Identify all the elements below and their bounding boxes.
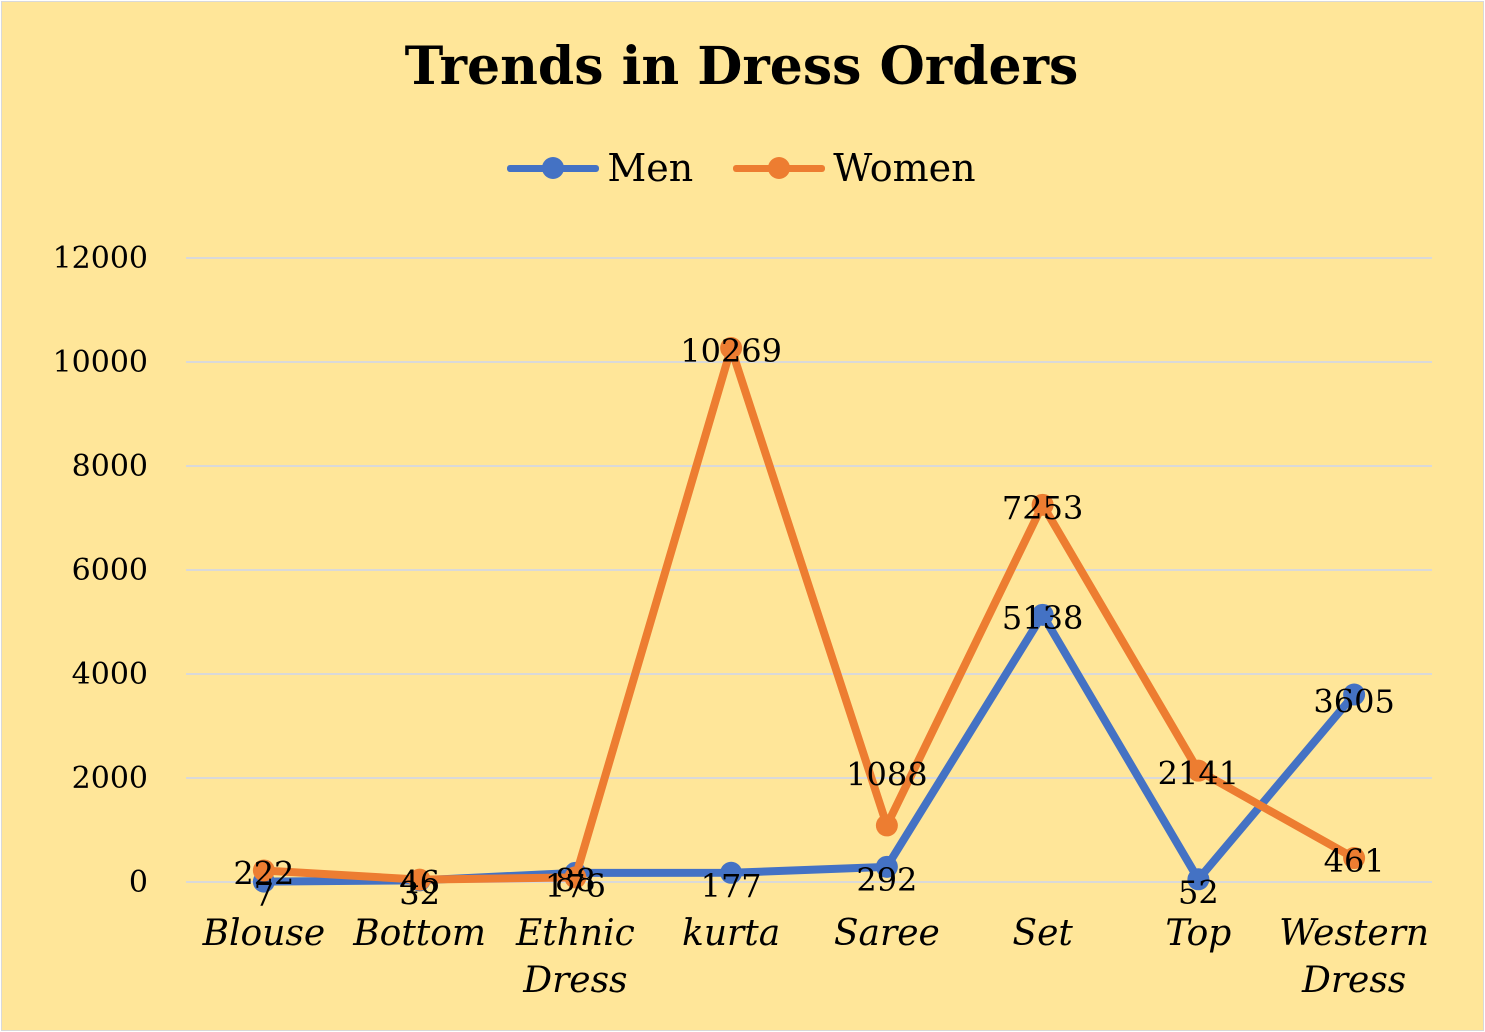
y-tick-label: 8000 bbox=[72, 449, 148, 484]
legend-item-women: Women bbox=[733, 146, 976, 190]
data-label-men: 7 bbox=[254, 876, 274, 914]
x-tick-label: Saree bbox=[834, 913, 940, 954]
x-tick-label: Bottom bbox=[352, 913, 486, 954]
x-tick-label: Top bbox=[1165, 913, 1231, 954]
data-label-women: 222 bbox=[233, 854, 294, 892]
legend-item-men: Men bbox=[507, 146, 693, 190]
data-point-men bbox=[875, 855, 898, 878]
data-label-men: 176 bbox=[545, 867, 606, 905]
legend-swatch-men bbox=[507, 148, 600, 188]
data-point-women bbox=[408, 868, 431, 891]
y-tick-label: 2000 bbox=[72, 761, 148, 796]
x-tick-label: Ethnic bbox=[515, 913, 635, 954]
x-tick-label: Dress bbox=[522, 960, 627, 1001]
data-label-women: 88 bbox=[555, 861, 596, 899]
data-point-women bbox=[1031, 493, 1054, 516]
x-tick-label: Blouse bbox=[202, 913, 326, 954]
y-tick-label: 4000 bbox=[72, 657, 148, 692]
data-label-men: 292 bbox=[856, 861, 917, 899]
y-tick-label: 0 bbox=[129, 865, 148, 900]
data-point-men bbox=[720, 861, 743, 884]
data-label-women: 7253 bbox=[1002, 489, 1083, 527]
y-tick-label: 6000 bbox=[72, 553, 148, 588]
legend-label-men: Men bbox=[607, 146, 694, 190]
data-label-women: 1088 bbox=[846, 755, 927, 793]
y-tick-label: 10000 bbox=[53, 345, 148, 380]
data-label-men: 3605 bbox=[1313, 683, 1394, 721]
data-point-women bbox=[720, 337, 743, 360]
data-label-women: 2141 bbox=[1158, 755, 1239, 793]
x-tick-label: Set bbox=[1012, 913, 1073, 954]
data-label-women: 46 bbox=[399, 864, 440, 902]
data-label-women: 461 bbox=[1324, 842, 1385, 880]
y-tick-label: 12000 bbox=[53, 241, 148, 276]
x-tick-label: Dress bbox=[1301, 960, 1406, 1001]
data-point-men bbox=[1187, 868, 1210, 891]
data-point-women bbox=[252, 859, 275, 882]
series-line-women bbox=[259, 344, 1359, 884]
data-point-women bbox=[875, 814, 898, 837]
legend: Men Women bbox=[0, 146, 1483, 190]
data-label-men: 5138 bbox=[1002, 599, 1083, 637]
series-line-men bbox=[259, 610, 1359, 886]
legend-label-women: Women bbox=[833, 146, 976, 190]
data-point-women bbox=[1187, 759, 1210, 782]
data-label-men: 32 bbox=[399, 874, 440, 912]
data-point-women bbox=[564, 866, 587, 889]
chart-title: Trends in Dress Orders bbox=[404, 36, 1079, 97]
data-label-men: 177 bbox=[701, 867, 762, 905]
x-tick-label: kurta bbox=[682, 913, 780, 954]
data-point-men bbox=[1343, 683, 1366, 706]
x-tick-label: Western bbox=[1279, 913, 1429, 954]
data-label-women: 10269 bbox=[680, 332, 782, 370]
data-label-men: 52 bbox=[1178, 873, 1219, 911]
data-point-men bbox=[1031, 603, 1054, 626]
data-point-women bbox=[1343, 847, 1366, 870]
legend-swatch-women bbox=[733, 148, 826, 188]
